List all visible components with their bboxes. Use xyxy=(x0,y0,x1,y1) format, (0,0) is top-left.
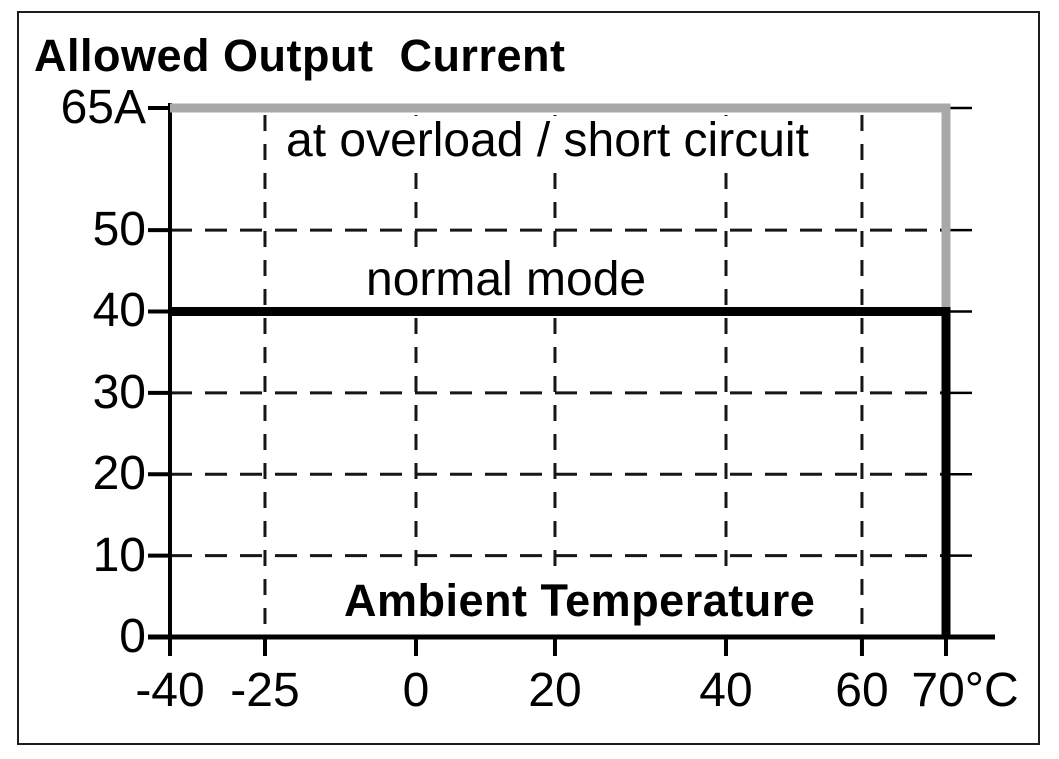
x-tick-label--25: -25 xyxy=(230,664,300,717)
series-line-normal xyxy=(170,306,951,637)
x-tick-label--40: -40 xyxy=(135,664,205,717)
x-tick-label-40: 40 xyxy=(699,664,753,717)
y-tick-label-65: 65A xyxy=(60,81,146,134)
chart-title: Allowed Output Current xyxy=(34,30,566,81)
y-tick-label-20: 20 xyxy=(92,447,146,501)
x-tick-label-0: 0 xyxy=(402,664,430,717)
figure-border xyxy=(17,11,1040,745)
y-tick-label-40: 40 xyxy=(92,284,146,338)
series-label-overload: at overload / short circuit xyxy=(278,116,817,166)
x-tick-label-70: 70°C xyxy=(911,664,1019,717)
y-tick-label-0: 0 xyxy=(119,610,146,663)
y-tick-label-10: 10 xyxy=(92,528,146,582)
x-axis-title: Ambient Temperature xyxy=(336,577,824,625)
x-tick-label-60: 60 xyxy=(835,664,889,717)
x-tick-label-20: 20 xyxy=(528,664,582,717)
series-line-overload xyxy=(170,103,951,312)
y-tick-label-30: 30 xyxy=(92,365,146,419)
series-label-normal: normal mode xyxy=(358,255,655,305)
y-tick-label-50: 50 xyxy=(92,203,146,257)
